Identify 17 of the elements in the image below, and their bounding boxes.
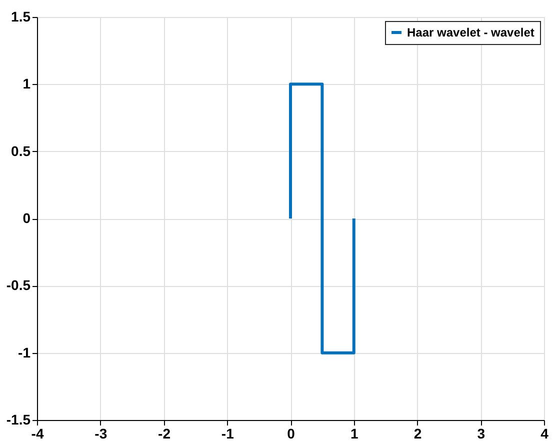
x-tick-label: 4 [540, 426, 549, 442]
y-tick-label: 1.5 [11, 8, 31, 24]
x-tick-label: -1 [221, 426, 234, 442]
y-tick-label: -1 [18, 344, 31, 360]
x-tick-label: 3 [477, 426, 486, 442]
y-tick-label: -0.5 [6, 277, 31, 294]
y-tick-label: 0 [22, 210, 31, 226]
legend-label: Haar wavelet - wavelet [407, 26, 534, 40]
x-tick-label: 2 [414, 426, 422, 442]
y-tick-label: -1.5 [6, 412, 31, 428]
x-tick-label: -3 [94, 426, 108, 442]
x-tick-label: -4 [31, 426, 44, 442]
x-tick-label: -2 [158, 426, 171, 442]
y-tick-label: 0.5 [11, 142, 31, 159]
x-tick-label: 1 [350, 426, 358, 442]
y-tick-label: 1 [22, 76, 31, 92]
x-tick-label: 0 [287, 426, 296, 442]
